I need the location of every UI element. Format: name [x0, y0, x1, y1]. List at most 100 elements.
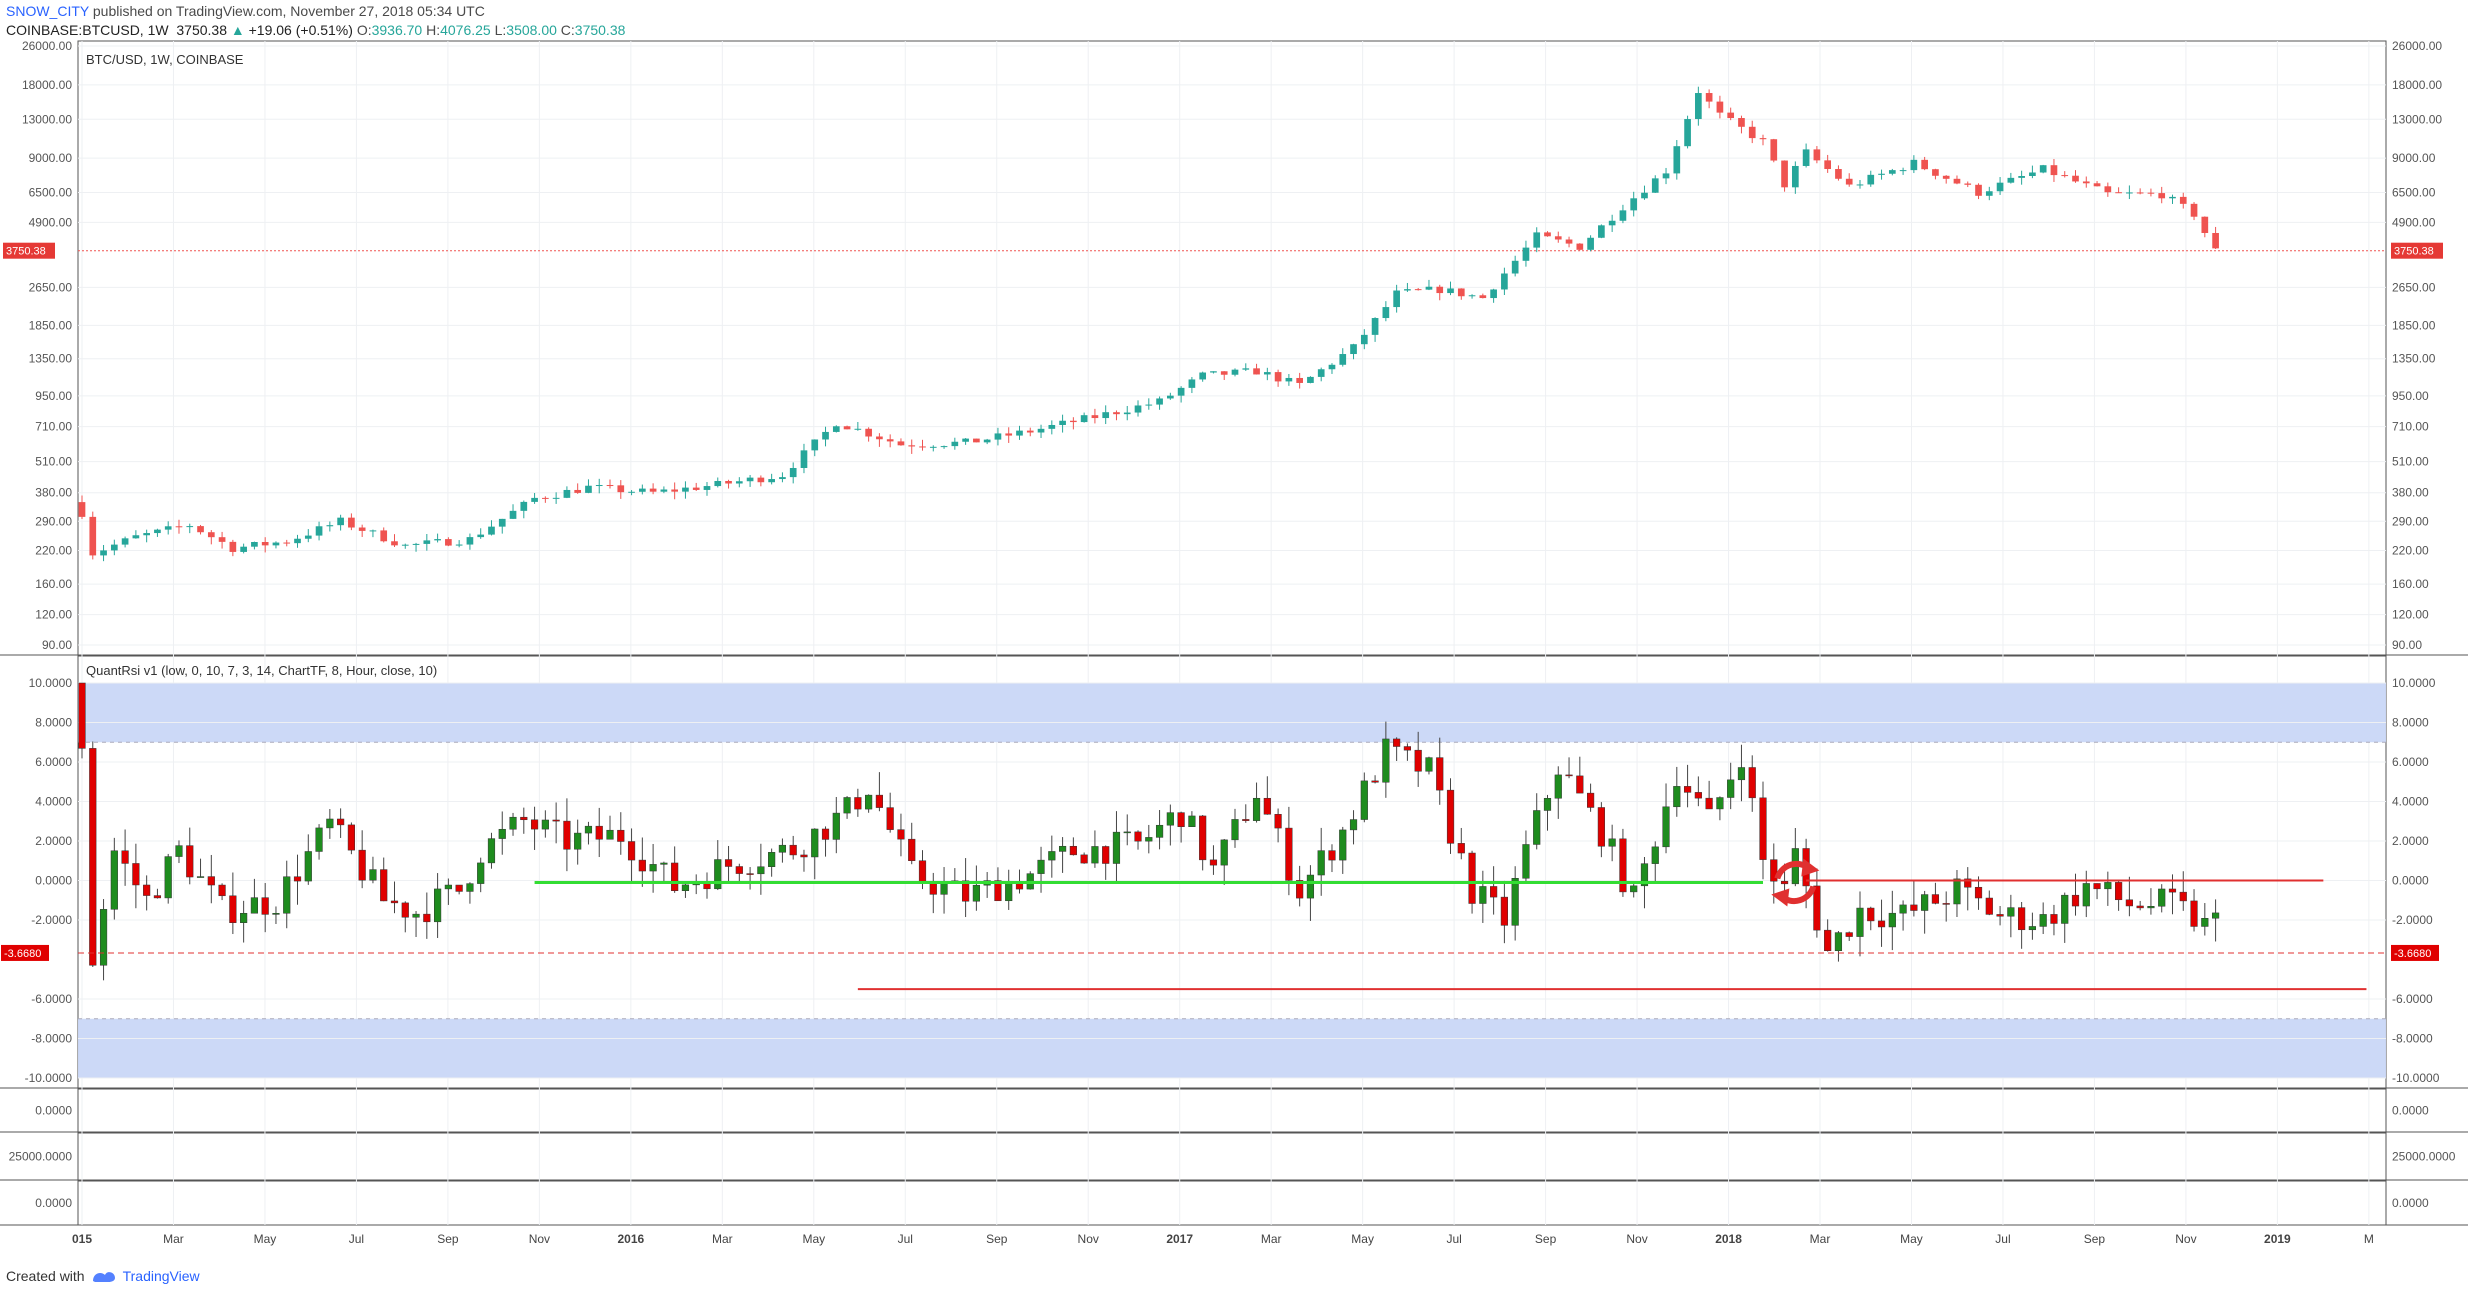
price-candle: [1059, 420, 1066, 425]
rsi-candle: [649, 864, 657, 872]
price-candle: [1554, 236, 1562, 240]
rsi-candle: [875, 794, 883, 808]
price-candle: [1533, 232, 1541, 248]
rsi-y-label-right: 10.0000: [2392, 676, 2436, 690]
price-pane-title: BTC/USD, 1W, COINBASE: [86, 52, 244, 67]
rsi-y-label-right: 6.0000: [2392, 755, 2429, 769]
rsi-y-label-right: -6.0000: [2392, 992, 2433, 1006]
rsi-candle: [1123, 831, 1131, 834]
price-candle: [1091, 415, 1099, 419]
price-candle: [1360, 334, 1368, 345]
symbol-label: COINBASE:BTCUSD, 1W: [6, 22, 169, 38]
rsi-candle: [1199, 815, 1207, 861]
rsi-y-label-right: 2.0000: [2392, 834, 2429, 848]
symbol-ohlc-bar: COINBASE:BTCUSD, 1W 3750.38 ▲ +19.06 (+0…: [6, 22, 625, 38]
price-candle: [2136, 192, 2144, 194]
rsi-candle: [1102, 846, 1110, 864]
price-y-label-right: 1350.00: [2392, 352, 2436, 366]
price-y-label-left: 950.00: [35, 389, 72, 403]
x-tick-label: May: [254, 1232, 277, 1246]
rsi-candle: [552, 819, 560, 822]
x-tick-label: Sep: [437, 1232, 459, 1246]
price-candle: [2061, 175, 2069, 177]
price-change: +19.06 (+0.51%): [248, 22, 353, 38]
x-tick-label: May: [1351, 1232, 1374, 1246]
rsi-y-label-left: -2.0000: [31, 913, 72, 927]
rsi-candle: [1587, 792, 1595, 808]
price-candle: [251, 541, 258, 547]
rsi-candle: [1500, 896, 1508, 926]
rsi-candle: [509, 816, 517, 830]
rsi-candle: [1543, 798, 1552, 811]
rsi-candle: [1619, 838, 1627, 893]
price-candle: [78, 502, 86, 517]
price-candle: [919, 446, 926, 448]
rsi-candle: [1339, 829, 1347, 861]
publish-info: SNOW_CITY published on TradingView.com, …: [6, 3, 485, 19]
price-y-label-right: 18000.00: [2392, 78, 2442, 92]
rsi-candle: [272, 913, 280, 915]
price-candle: [423, 540, 431, 544]
rsi-candle: [1640, 863, 1649, 887]
price-candle: [348, 517, 355, 528]
price-candle: [1037, 428, 1045, 433]
author-link[interactable]: SNOW_CITY: [6, 3, 89, 19]
rsi-candle: [2190, 900, 2198, 927]
price-candle: [1619, 210, 1627, 221]
price-candle: [1587, 237, 1594, 250]
price-candle: [391, 541, 398, 546]
price-candle: [2158, 193, 2166, 199]
price-candle: [1177, 387, 1185, 396]
rsi-candle: [1252, 797, 1261, 821]
rsi-candle: [681, 884, 690, 891]
price-candle: [445, 539, 452, 546]
price-candle: [412, 543, 420, 545]
price-candle: [2104, 186, 2112, 193]
x-tick-label: Sep: [986, 1232, 1008, 1246]
tradingview-brand[interactable]: TradingView: [122, 1268, 200, 1284]
rsi-candle: [1446, 789, 1455, 844]
price-candle: [1759, 138, 1767, 140]
x-tick-label: Jul: [898, 1232, 913, 1246]
chart-canvas[interactable]: 015 Mar May Jul Sep Nov 2016 Mar May Jul Sep Nov 201…: [0, 0, 2468, 1262]
rsi-candle: [1058, 845, 1067, 852]
price-candle: [1942, 175, 1950, 179]
rsi-candle: [2071, 894, 2080, 907]
rsi-candle: [962, 880, 970, 902]
x-tick-label: 2018: [1715, 1232, 1742, 1246]
close-value: 3750.38: [574, 22, 626, 38]
rsi-candle: [1468, 852, 1476, 904]
price-candle: [1921, 159, 1928, 170]
price-candle: [2190, 203, 2198, 217]
rsi-candle: [1856, 907, 1864, 937]
rsi-candle: [929, 882, 937, 895]
price-candle: [1791, 165, 1799, 188]
price-candle: [498, 518, 506, 527]
price-candle: [660, 489, 668, 492]
rsi-candle: [1511, 878, 1519, 926]
rsi-candle: [1285, 827, 1293, 881]
rsi-candle: [1813, 885, 1821, 931]
price-candle: [261, 541, 269, 546]
price-candle: [1134, 405, 1142, 413]
price-candle: [1813, 149, 1821, 161]
price-candle: [1856, 184, 1864, 186]
rsi-candle: [1910, 904, 1918, 911]
price-candle: [1382, 307, 1390, 319]
price-candle: [563, 489, 571, 498]
oversold-zone: [78, 1018, 2386, 1078]
price-candle: [1511, 260, 1519, 274]
price-y-label-right: 90.00: [2392, 638, 2422, 652]
rsi-candle: [1867, 907, 1875, 922]
price-y-label-right: 120.00: [2392, 608, 2429, 622]
rsi-candle: [121, 850, 129, 864]
rsi-candle: [261, 897, 269, 915]
rsi-candle: [1877, 920, 1886, 928]
rsi-candle: [1393, 738, 1401, 747]
price-candle: [929, 446, 937, 448]
rsi-candle: [444, 884, 452, 890]
price-y-label-right: 9000.00: [2392, 151, 2436, 165]
rsi-candle: [250, 897, 259, 914]
rsi-y-label-left: 2.0000: [35, 834, 72, 848]
rsi-candle: [293, 876, 302, 882]
